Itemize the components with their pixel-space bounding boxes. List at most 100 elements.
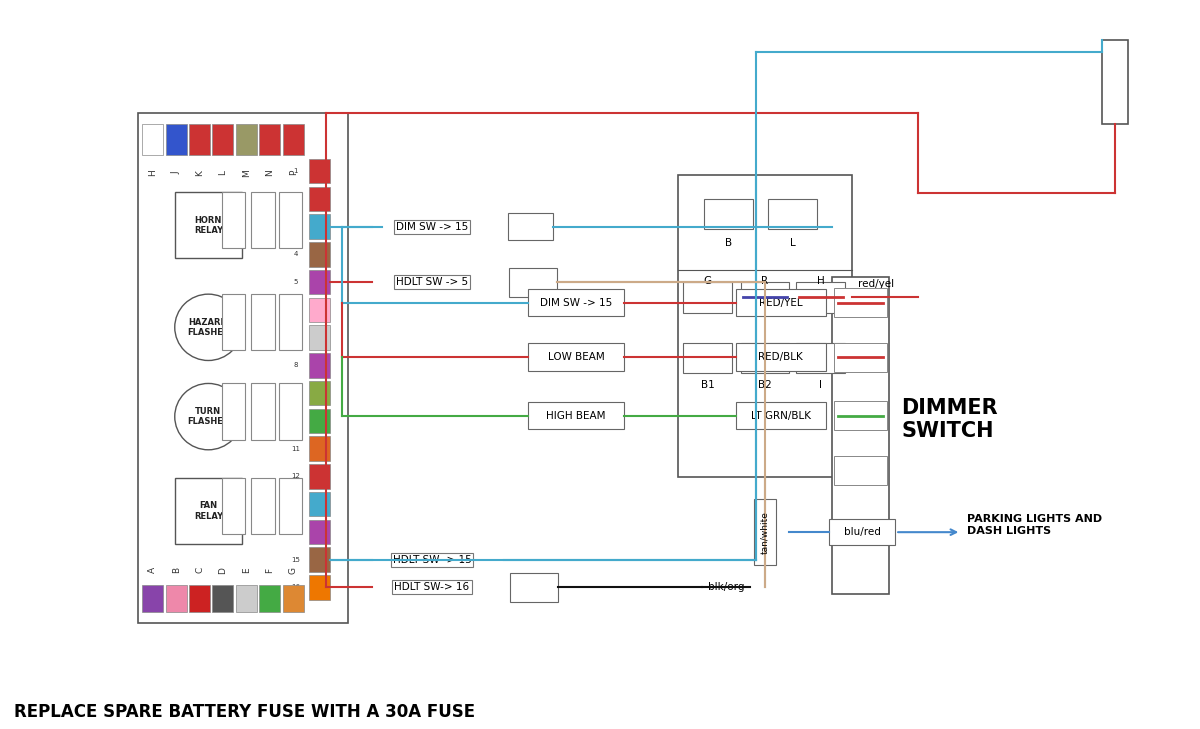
Text: C: C xyxy=(196,567,204,573)
Bar xyxy=(310,325,330,350)
Bar xyxy=(528,343,624,371)
Bar xyxy=(832,277,889,594)
Bar xyxy=(834,288,887,317)
Text: P: P xyxy=(289,170,298,176)
Bar xyxy=(510,573,558,602)
Bar xyxy=(310,464,330,488)
Bar xyxy=(736,343,826,371)
Bar xyxy=(740,282,790,313)
Text: R: R xyxy=(762,276,768,286)
Text: 15: 15 xyxy=(292,557,300,563)
Text: 14: 14 xyxy=(292,529,300,535)
Bar xyxy=(236,124,257,155)
Text: B2: B2 xyxy=(758,380,772,390)
Text: HIGH BEAM: HIGH BEAM xyxy=(546,410,606,421)
Text: K: K xyxy=(196,170,204,176)
Text: 1: 1 xyxy=(293,168,298,174)
Text: B: B xyxy=(172,567,181,573)
Text: H: H xyxy=(149,169,157,176)
Text: DIMMER
SWITCH: DIMMER SWITCH xyxy=(901,398,998,441)
Bar xyxy=(142,585,163,612)
Bar xyxy=(310,520,330,544)
Text: LOW BEAM: LOW BEAM xyxy=(547,352,605,362)
Text: M: M xyxy=(242,169,251,176)
Ellipse shape xyxy=(175,294,242,360)
Bar xyxy=(283,124,304,155)
Text: D: D xyxy=(218,566,228,574)
Bar xyxy=(740,343,790,373)
Bar xyxy=(310,492,330,516)
Text: 9: 9 xyxy=(293,390,298,396)
Text: DIM SW -> 15: DIM SW -> 15 xyxy=(396,222,468,232)
Text: 3: 3 xyxy=(293,224,298,230)
Bar xyxy=(310,409,330,433)
Bar xyxy=(528,289,624,316)
Text: 10: 10 xyxy=(292,418,300,424)
Bar xyxy=(508,213,553,241)
Bar xyxy=(252,192,275,249)
Text: G: G xyxy=(703,276,712,286)
Text: RED/YEL: RED/YEL xyxy=(758,297,803,308)
Bar xyxy=(310,547,330,572)
Text: FAN
RELAY: FAN RELAY xyxy=(193,502,223,521)
Bar xyxy=(190,585,210,612)
Bar xyxy=(222,295,245,351)
Bar xyxy=(310,437,330,461)
Text: L: L xyxy=(790,238,796,248)
Bar xyxy=(683,282,732,313)
Text: tan/white: tan/white xyxy=(761,511,769,553)
Bar xyxy=(310,381,330,405)
Text: DIM SW -> 15: DIM SW -> 15 xyxy=(540,297,612,308)
Text: L: L xyxy=(218,171,228,175)
Text: HORN
RELAY: HORN RELAY xyxy=(193,216,223,235)
Bar xyxy=(678,175,852,477)
Bar xyxy=(310,187,330,211)
Bar xyxy=(768,199,817,230)
Text: HDLT SW-> 16: HDLT SW-> 16 xyxy=(395,582,469,593)
Bar xyxy=(190,124,210,155)
Bar xyxy=(310,159,330,183)
Text: G: G xyxy=(289,566,298,574)
Bar xyxy=(528,402,624,429)
Bar xyxy=(797,282,845,313)
Text: 4: 4 xyxy=(293,252,298,257)
Bar xyxy=(829,519,895,545)
Text: PARKING LIGHTS AND
DASH LIGHTS: PARKING LIGHTS AND DASH LIGHTS xyxy=(967,514,1103,536)
Text: LT GRN/BLK: LT GRN/BLK xyxy=(751,410,811,421)
Bar xyxy=(1102,40,1128,124)
Bar xyxy=(310,575,330,599)
Bar xyxy=(222,478,245,534)
Bar xyxy=(138,113,348,623)
Bar xyxy=(252,478,275,534)
Text: N: N xyxy=(265,169,275,176)
Bar xyxy=(236,585,257,612)
Text: 12: 12 xyxy=(292,473,300,480)
Bar xyxy=(310,214,330,239)
Bar xyxy=(797,343,845,373)
Text: blu/red: blu/red xyxy=(844,527,881,537)
Bar xyxy=(509,268,557,297)
Text: 8: 8 xyxy=(293,362,298,368)
Text: 7: 7 xyxy=(293,335,298,340)
Bar xyxy=(222,192,245,249)
Text: HDLT SW -> 5: HDLT SW -> 5 xyxy=(396,277,468,287)
Bar xyxy=(252,383,275,440)
Bar xyxy=(683,343,732,373)
Text: HDLT SW -> 15: HDLT SW -> 15 xyxy=(392,555,472,564)
Bar xyxy=(166,585,187,612)
Text: TURN
FLASHER: TURN FLASHER xyxy=(187,407,229,426)
Text: 5: 5 xyxy=(293,279,298,285)
Bar xyxy=(310,270,330,295)
Bar xyxy=(736,289,826,316)
Bar xyxy=(283,585,304,612)
Text: 11: 11 xyxy=(292,445,300,451)
Bar xyxy=(278,295,302,351)
Text: HAZARD
FLASHER: HAZARD FLASHER xyxy=(187,318,229,337)
Text: blk/org: blk/org xyxy=(708,582,744,593)
Bar xyxy=(212,585,234,612)
Bar xyxy=(259,124,281,155)
Bar xyxy=(834,401,887,430)
Text: I: I xyxy=(820,380,822,390)
Text: E: E xyxy=(242,567,251,573)
Bar xyxy=(310,242,330,267)
